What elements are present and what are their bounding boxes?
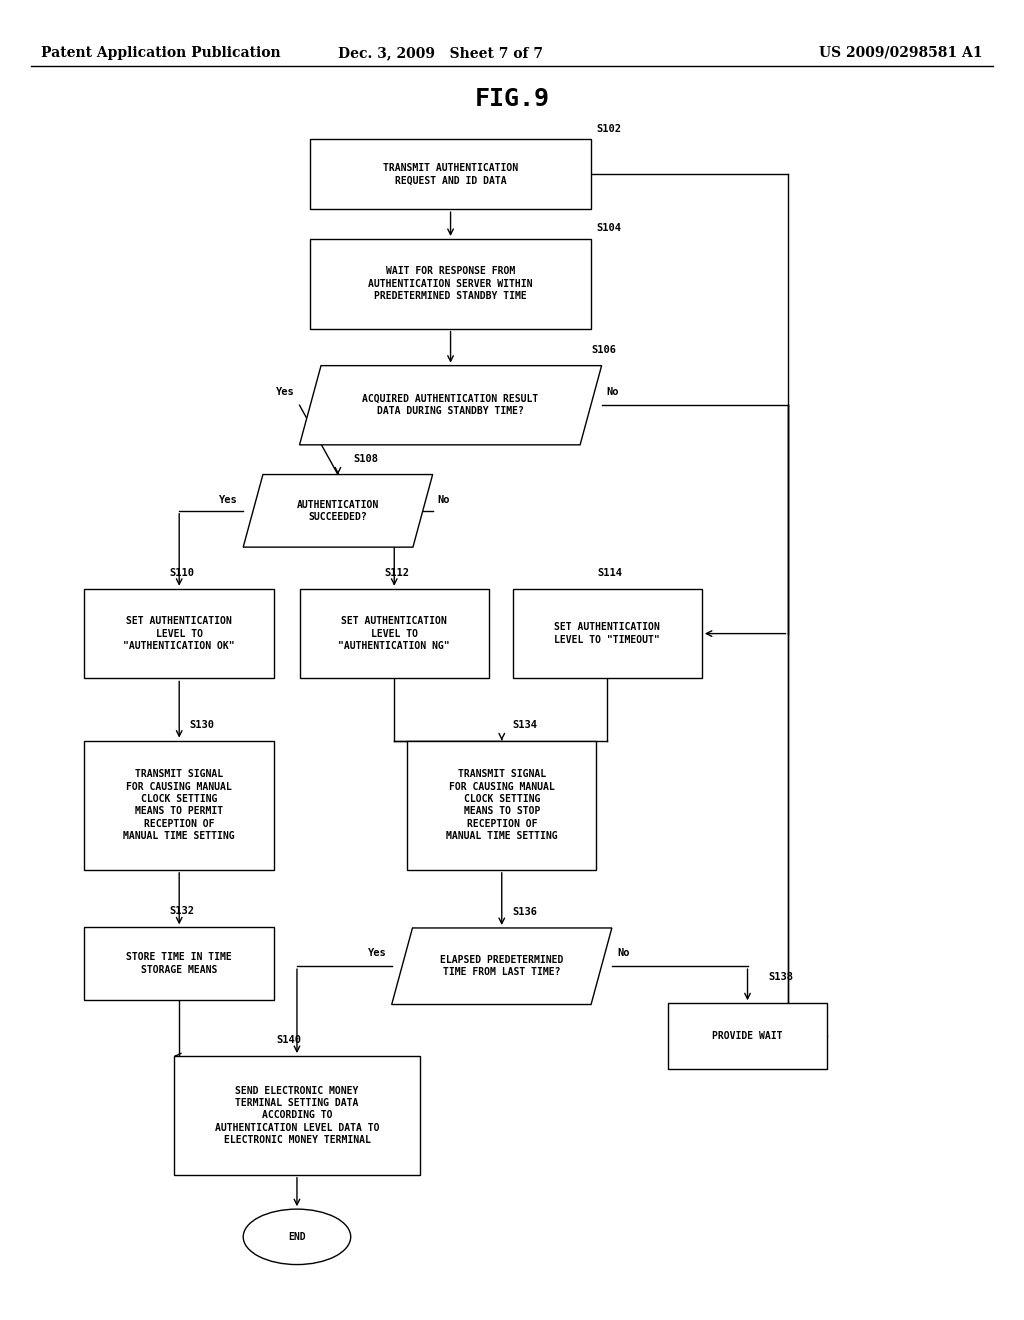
- FancyBboxPatch shape: [84, 927, 273, 1001]
- Text: Yes: Yes: [275, 387, 295, 397]
- Text: TRANSMIT SIGNAL
FOR CAUSING MANUAL
CLOCK SETTING
MEANS TO STOP
RECEPTION OF
MANU: TRANSMIT SIGNAL FOR CAUSING MANUAL CLOCK…: [445, 770, 558, 841]
- Text: Yes: Yes: [368, 948, 387, 958]
- Text: S132: S132: [169, 907, 194, 916]
- Polygon shape: [299, 366, 602, 445]
- Text: S138: S138: [768, 972, 793, 982]
- Text: No: No: [606, 387, 620, 397]
- FancyBboxPatch shape: [512, 589, 702, 678]
- Text: END: END: [288, 1232, 306, 1242]
- Text: S108: S108: [353, 454, 378, 463]
- Text: TRANSMIT SIGNAL
FOR CAUSING MANUAL
CLOCK SETTING
MEANS TO PERMIT
RECEPTION OF
MA: TRANSMIT SIGNAL FOR CAUSING MANUAL CLOCK…: [123, 770, 236, 841]
- Text: AUTHENTICATION
SUCCEEDED?: AUTHENTICATION SUCCEEDED?: [297, 500, 379, 521]
- Text: PROVIDE WAIT: PROVIDE WAIT: [713, 1031, 782, 1041]
- FancyBboxPatch shape: [84, 589, 273, 678]
- Text: SET AUTHENTICATION
LEVEL TO
"AUTHENTICATION NG": SET AUTHENTICATION LEVEL TO "AUTHENTICAT…: [338, 616, 451, 651]
- Text: WAIT FOR RESPONSE FROM
AUTHENTICATION SERVER WITHIN
PREDETERMINED STANDBY TIME: WAIT FOR RESPONSE FROM AUTHENTICATION SE…: [369, 267, 532, 301]
- Text: S134: S134: [512, 719, 537, 730]
- Text: S140: S140: [276, 1035, 301, 1045]
- Text: S102: S102: [596, 124, 622, 133]
- FancyBboxPatch shape: [84, 741, 273, 870]
- Ellipse shape: [244, 1209, 350, 1265]
- Text: Patent Application Publication: Patent Application Publication: [41, 46, 281, 59]
- Text: S136: S136: [512, 907, 537, 917]
- FancyBboxPatch shape: [407, 741, 596, 870]
- Text: S106: S106: [592, 345, 616, 355]
- Text: S104: S104: [596, 223, 622, 234]
- Text: S130: S130: [189, 719, 214, 730]
- Text: SET AUTHENTICATION
LEVEL TO
"AUTHENTICATION OK": SET AUTHENTICATION LEVEL TO "AUTHENTICAT…: [123, 616, 236, 651]
- Polygon shape: [391, 928, 612, 1005]
- FancyBboxPatch shape: [309, 239, 592, 329]
- Text: ACQUIRED AUTHENTICATION RESULT
DATA DURING STANDBY TIME?: ACQUIRED AUTHENTICATION RESULT DATA DURI…: [362, 395, 539, 416]
- Text: US 2009/0298581 A1: US 2009/0298581 A1: [819, 46, 983, 59]
- FancyBboxPatch shape: [309, 140, 592, 209]
- Text: S110: S110: [169, 568, 194, 578]
- FancyBboxPatch shape: [299, 589, 489, 678]
- Text: Yes: Yes: [219, 495, 238, 506]
- Text: Dec. 3, 2009   Sheet 7 of 7: Dec. 3, 2009 Sheet 7 of 7: [338, 46, 543, 59]
- FancyBboxPatch shape: [174, 1056, 420, 1175]
- FancyBboxPatch shape: [668, 1003, 827, 1069]
- Text: SET AUTHENTICATION
LEVEL TO "TIMEOUT": SET AUTHENTICATION LEVEL TO "TIMEOUT": [554, 623, 660, 644]
- Text: SEND ELECTRONIC MONEY
TERMINAL SETTING DATA
ACCORDING TO
AUTHENTICATION LEVEL DA: SEND ELECTRONIC MONEY TERMINAL SETTING D…: [215, 1085, 379, 1146]
- Text: TRANSMIT AUTHENTICATION
REQUEST AND ID DATA: TRANSMIT AUTHENTICATION REQUEST AND ID D…: [383, 164, 518, 185]
- Text: ELAPSED PREDETERMINED
TIME FROM LAST TIME?: ELAPSED PREDETERMINED TIME FROM LAST TIM…: [440, 956, 563, 977]
- Text: FIG.9: FIG.9: [474, 87, 550, 111]
- Text: S114: S114: [597, 568, 622, 578]
- Text: STORE TIME IN TIME
STORAGE MEANS: STORE TIME IN TIME STORAGE MEANS: [126, 953, 232, 974]
- Text: No: No: [438, 495, 451, 506]
- Text: S112: S112: [384, 568, 409, 578]
- Polygon shape: [244, 475, 432, 546]
- Text: No: No: [616, 948, 630, 958]
